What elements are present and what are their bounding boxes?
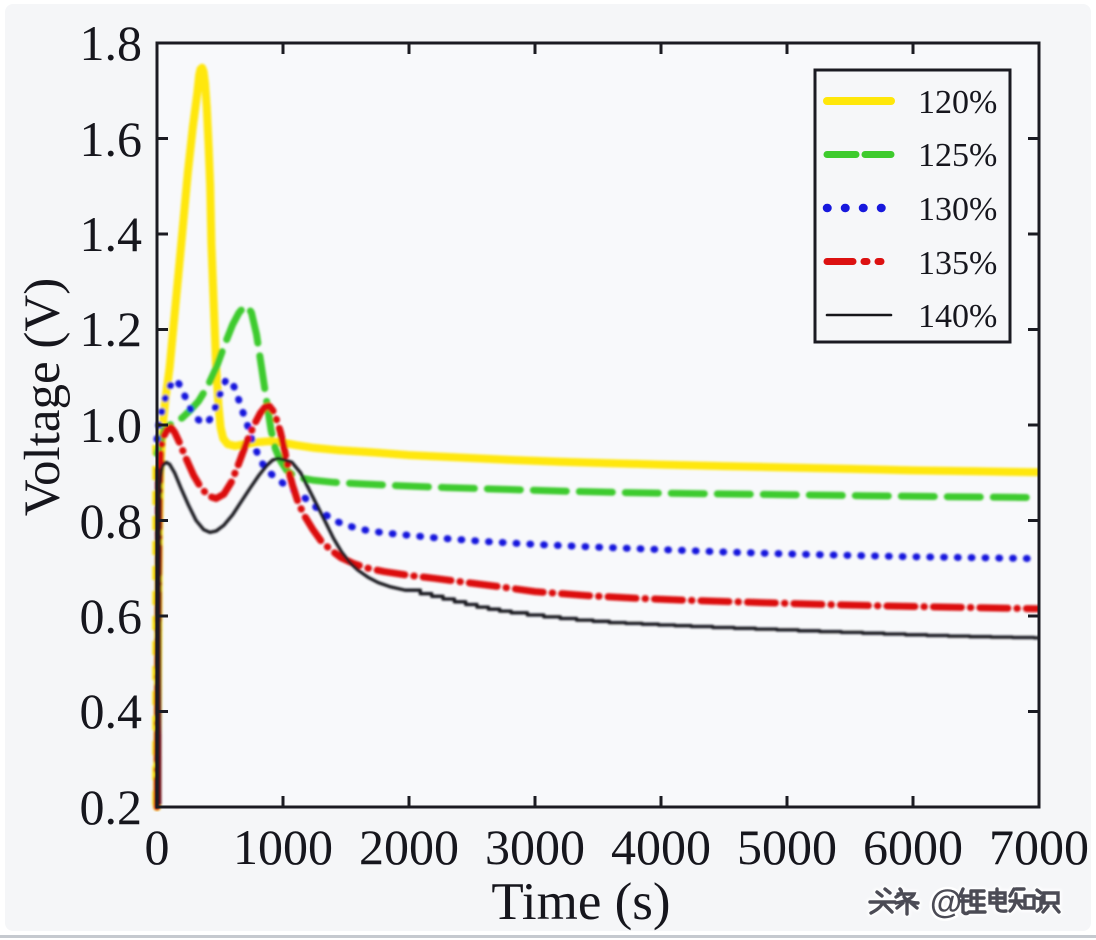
svg-text:125%: 125% (918, 137, 997, 174)
svg-text:5000: 5000 (737, 819, 837, 875)
svg-text:0.8: 0.8 (80, 493, 143, 549)
svg-text:0.6: 0.6 (80, 588, 143, 644)
svg-text:1.4: 1.4 (80, 206, 143, 262)
svg-text:130%: 130% (918, 191, 997, 228)
svg-text:1.2: 1.2 (80, 301, 143, 357)
svg-text:0.4: 0.4 (80, 683, 143, 739)
svg-text:1.8: 1.8 (80, 15, 143, 71)
svg-text:Voltage (V): Voltage (V) (15, 278, 71, 516)
svg-text:Time (s): Time (s) (491, 873, 670, 931)
svg-text:@: @ (930, 883, 962, 920)
svg-text:6000: 6000 (863, 819, 963, 875)
svg-text:0: 0 (145, 819, 170, 875)
svg-text:135%: 135% (918, 245, 997, 282)
svg-text:7000: 7000 (989, 819, 1089, 875)
svg-text:1000: 1000 (233, 819, 333, 875)
svg-text:140%: 140% (918, 298, 997, 335)
svg-text:1.6: 1.6 (80, 111, 143, 167)
svg-text:0.2: 0.2 (80, 779, 143, 835)
svg-text:1.0: 1.0 (80, 397, 143, 453)
svg-text:120%: 120% (918, 84, 997, 121)
svg-text:4000: 4000 (611, 819, 711, 875)
svg-text:2000: 2000 (359, 819, 459, 875)
svg-text:3000: 3000 (485, 819, 585, 875)
